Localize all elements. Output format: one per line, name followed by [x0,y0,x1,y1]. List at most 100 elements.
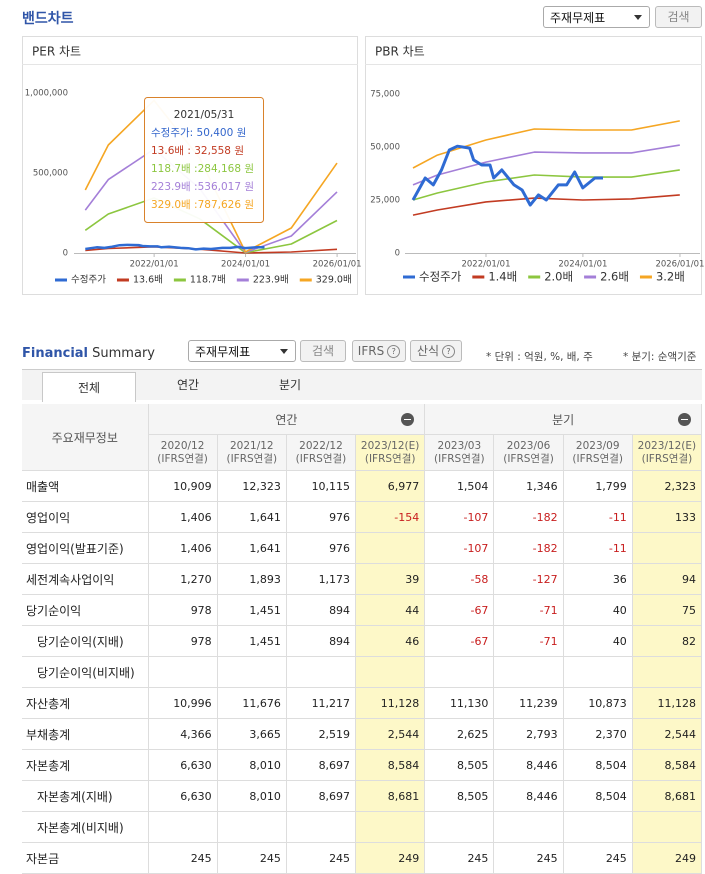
formula-label: 산식 [416,344,440,358]
column-header: 2023/12(E) (IFRS연결) [355,434,426,471]
column-header: 2022/12 (IFRS연결) [286,434,357,471]
row-label: 당기순이익(지배) [22,625,149,657]
row-label: 자산총계 [22,687,149,719]
data-row: 당기순이익(비지배) [22,656,703,688]
value-cell: 249 [355,842,426,874]
page-title: 밴드차트 [22,11,74,27]
value-cell: 8,446 [493,780,564,812]
formula-button[interactable]: 산식? [410,340,462,362]
collapse-icon [401,413,415,426]
tab[interactable]: 분기 [278,378,302,392]
x-tick-label: 2026/01/01 [313,260,362,270]
value-cell: 10,115 [286,470,357,502]
data-row: 자본총계(지배) 6,630 8,010 8,697 8,681 8,505 8,446 8,… [22,780,703,812]
help-icon: ? [442,345,456,358]
value-cell: 3,665 [217,718,287,750]
column-period: 2023/03 [437,439,482,452]
empty-cell [286,811,357,843]
column-basis: (IFRS연결) [157,452,208,465]
tooltip-box [144,97,264,223]
empty-cell [355,811,426,843]
row-label: 당기순이익(비지배) [22,656,149,688]
value-cell: 976 [286,501,357,533]
value-cell: 44 [355,594,426,626]
table-body: 매출액 10,909 12,323 10,115 6,977 1,504 1,346 1,79… [22,470,703,874]
value-cell: 8,697 [286,749,357,781]
empty-cell [424,656,495,688]
column-basis: (IFRS연결) [572,452,624,465]
value-cell: 2,793 [493,718,564,750]
column-period: 2021/12 [229,439,274,452]
tooltip-line: 118.7배 :284,168 원 [151,163,254,175]
value-cell: 894 [286,594,357,626]
y-tick-label: 25,000 [370,196,400,206]
column-header: 2023/06 (IFRS연결) [493,434,564,471]
value-cell: 8,010 [217,749,287,781]
value-cell: 6,630 [148,749,218,781]
legend-label: 329.0배 [316,275,352,286]
series-line [412,120,680,169]
legend-label: 118.7배 [190,275,226,286]
legend-label: 13.6배 [133,275,163,286]
financial-title: Financial Summary [22,346,155,361]
data-row: 영업이익 1,406 1,641 976 -154 -107 -182 -11 133 [22,501,703,533]
value-cell: 40 [563,625,633,657]
value-cell: 1,893 [217,563,287,595]
corner-header: 주요재무정보 [22,404,149,471]
ifrs-button[interactable]: IFRS? [352,340,406,362]
column-header: 2023/12(E) (IFRS연결) [632,434,703,471]
value-cell: 1,641 [217,501,287,533]
pbr-chart-title: PBR 차트 [375,45,425,59]
value-cell: -58 [424,563,495,595]
ifrs-label: IFRS [357,344,385,358]
value-cell: 11,128 [355,687,426,719]
tooltip-line: 223.9배 :536,017 원 [151,181,254,193]
value-cell: 8,681 [632,780,703,812]
legend-label: 223.9배 [253,275,289,286]
value-cell: 133 [632,501,703,533]
column-basis: (IFRS연결) [295,452,347,465]
value-cell: 8,504 [563,780,633,812]
empty-cell [563,656,633,688]
tooltip: 2021/05/31 수정주가: 50,400 원 13.6배 : 32,558 원… [144,97,264,223]
financial-table-wrap: 주요재무정보 연간 분기 2020/12 (IFRS연결) 2021/12 (IFRS연결)… [22,404,703,874]
data-row: 부채총계 4,366 3,665 2,519 2,544 2,625 2,793 2,370 2… [22,718,703,750]
tooltip-line: 329.0배 :787,626 원 [151,199,254,211]
fs-statement-select[interactable]: 주재무제표 [188,340,296,362]
value-cell: 11,217 [286,687,357,719]
empty-cell [148,811,218,843]
column-header: 2021/12 (IFRS연결) [217,434,287,471]
column-header: 2020/12 (IFRS연결) [148,434,218,471]
row-label: 영업이익 [22,501,149,533]
column-header: 2023/09 (IFRS연결) [563,434,633,471]
value-cell: 12,323 [217,470,287,502]
value-cell: 75 [632,594,703,626]
y-tick-label: 500,000 [33,169,68,179]
value-cell: -11 [563,532,633,564]
tooltip-date: 2021/05/31 [174,109,235,121]
column-period: 2023/06 [506,439,551,452]
x-tick-label: 2022/01/01 [130,260,179,270]
search-button[interactable]: 검색 [655,6,702,28]
value-cell: -127 [493,563,564,595]
value-cell: 1,504 [424,470,495,502]
value-cell: 245 [217,842,287,874]
table-head: 주요재무정보 연간 분기 2020/12 (IFRS연결) 2021/12 (IFRS연결)… [22,404,703,471]
tab[interactable]: 연간 [176,378,200,392]
legend-label: 수정주가 [71,275,106,286]
column-basis: (IFRS연결) [503,452,554,465]
value-cell: 1,346 [493,470,564,502]
value-cell: 10,996 [148,687,218,719]
empty-cell [493,656,564,688]
fs-search-button[interactable]: 검색 [300,340,346,362]
value-cell: -107 [424,501,495,533]
y-tick-label: 50,000 [370,143,400,153]
value-cell: 8,697 [286,780,357,812]
tab[interactable]: 전체 [42,372,136,402]
value-cell: 8,681 [355,780,426,812]
value-cell: 40 [563,594,633,626]
value-cell: 11,128 [632,687,703,719]
financial-title-a: Financial [22,346,89,361]
legend-label: 1.4배 [488,270,517,284]
statement-select[interactable]: 주재무제표 [543,6,650,28]
